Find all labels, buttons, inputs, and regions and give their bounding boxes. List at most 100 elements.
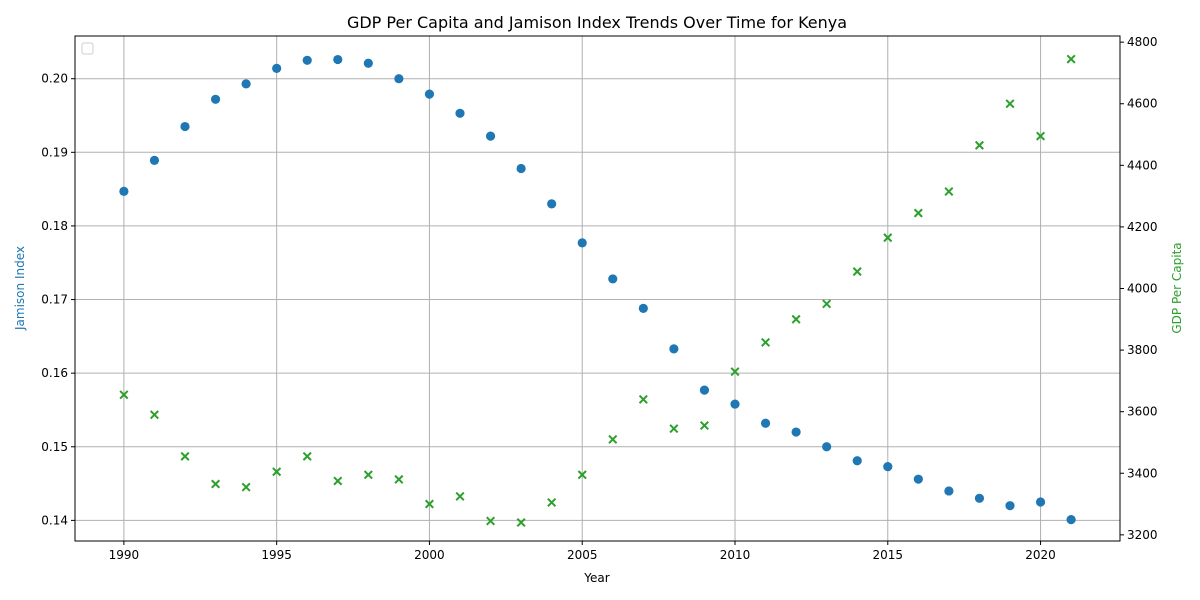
gdp-point (913, 208, 923, 218)
y-right-tick-label: 4800 (1127, 35, 1158, 49)
y-right-tick-label: 3200 (1127, 528, 1158, 542)
y-right-tick-label: 4200 (1127, 220, 1158, 234)
jamison-point (883, 462, 893, 472)
jamison-point (210, 94, 221, 104)
jamison-point (302, 55, 312, 65)
jamison-point (730, 399, 740, 409)
data-points (119, 54, 1076, 528)
y-right-tick-label: 3600 (1127, 405, 1158, 419)
gdp-point (730, 367, 740, 377)
jamison-point (455, 108, 465, 118)
gdp-point (761, 337, 771, 347)
gdp-point (119, 390, 129, 400)
gdp-point (852, 267, 862, 277)
y-left-tick-label: 0.16 (41, 366, 68, 380)
x-tick-label: 2000 (414, 548, 445, 562)
jamison-point (822, 442, 832, 452)
gdp-point (822, 299, 832, 309)
gdp-point (1005, 99, 1015, 109)
jamison-point (913, 474, 923, 484)
y-right-tick-label: 4600 (1127, 97, 1158, 111)
gdp-point (333, 476, 343, 486)
gdp-point (455, 491, 465, 501)
gdp-point (363, 470, 373, 480)
gdp-point (394, 474, 404, 484)
x-tick-label: 2015 (873, 548, 904, 562)
legend-box (81, 42, 94, 55)
x-tick-label: 2020 (1025, 548, 1056, 562)
gdp-point (608, 434, 618, 444)
jamison-point (394, 74, 404, 84)
jamison-point (1066, 515, 1076, 525)
gdp-point (699, 421, 709, 431)
y-left-tick-label: 0.15 (41, 440, 68, 454)
jamison-point (638, 303, 648, 313)
y-left-tick-label: 0.20 (41, 72, 68, 86)
gdp-point (1066, 54, 1076, 64)
gdp-point (944, 186, 954, 197)
gdp-point (974, 140, 984, 150)
jamison-point (791, 427, 801, 437)
x-tick-label: 1995 (261, 548, 292, 562)
gdp-point (577, 470, 587, 480)
y-axis-right: 3200 3400 3600 3800 4000 4200 4400 4600 4800 (1120, 35, 1158, 542)
gdp-point (883, 233, 893, 243)
x-axis-title: Year (583, 571, 609, 585)
gdp-point (180, 451, 190, 461)
gdp-point (272, 467, 282, 477)
gdp-point (424, 499, 434, 509)
gdp-point (211, 479, 221, 489)
jamison-point (241, 79, 251, 89)
jamison-point (180, 121, 190, 132)
gdp-point (149, 410, 159, 420)
y-left-tick-label: 0.14 (41, 513, 68, 527)
y-right-tick-label: 3400 (1127, 466, 1158, 480)
y-right-tick-label: 4000 (1127, 282, 1158, 296)
plot-area-frame (74, 35, 1121, 542)
jamison-point (363, 58, 373, 68)
y-left-tick-label: 0.19 (41, 145, 68, 159)
gdp-point (669, 424, 679, 434)
jamison-point (547, 199, 557, 209)
y-left-tick-label: 0.17 (41, 293, 68, 307)
jamison-point (944, 486, 954, 496)
jamison-point (760, 418, 771, 428)
x-axis: 1990 1995 2000 2005 2010 2015 2020 (109, 541, 1056, 562)
jamison-point (485, 131, 496, 141)
gdp-point (791, 314, 801, 324)
jamison-point (852, 456, 862, 466)
y-right-tick-label: 4400 (1127, 158, 1158, 172)
x-tick-label: 2005 (567, 548, 598, 562)
x-tick-label: 1990 (109, 548, 140, 562)
gdp-point (547, 498, 557, 508)
series-gdp-per-capita (119, 54, 1076, 528)
jamison-point (699, 385, 710, 395)
jamison-point (149, 155, 160, 166)
gdp-point (1036, 131, 1046, 141)
jamison-point (1005, 501, 1015, 511)
jamison-point (424, 89, 435, 99)
y-left-tick-label: 0.18 (41, 219, 68, 233)
chart-title: GDP Per Capita and Jamison Index Trends … (347, 13, 847, 32)
y-axis-left: 0.14 0.15 0.16 0.17 0.18 0.19 0.20 (41, 72, 75, 527)
jamison-point (333, 54, 343, 65)
y-axis-left-title: Jamison Index (13, 246, 27, 331)
y-right-tick-label: 3800 (1127, 343, 1158, 357)
gdp-point (516, 518, 526, 528)
jamison-point (577, 238, 587, 248)
y-axis-right-title: GDP Per Capita (1170, 242, 1184, 333)
jamison-point (608, 274, 618, 284)
gdp-point (638, 394, 648, 404)
x-tick-label: 2010 (720, 548, 751, 562)
jamison-point (272, 63, 282, 73)
gdp-point (302, 451, 312, 461)
jamison-point (119, 186, 129, 196)
grid (75, 36, 1120, 541)
jamison-point (1035, 497, 1046, 507)
gdp-point (486, 516, 496, 526)
jamison-point (669, 344, 679, 354)
gdp-point (241, 482, 251, 492)
series-jamison-index (119, 54, 1076, 525)
jamison-point (974, 493, 985, 503)
